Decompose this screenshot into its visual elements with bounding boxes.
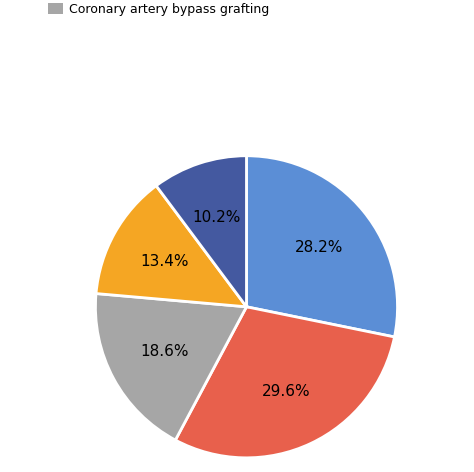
Text: 18.6%: 18.6% bbox=[140, 344, 188, 359]
Text: 29.6%: 29.6% bbox=[262, 384, 310, 399]
Wedge shape bbox=[156, 156, 246, 307]
Wedge shape bbox=[95, 294, 246, 440]
Wedge shape bbox=[246, 156, 398, 337]
Text: 13.4%: 13.4% bbox=[140, 253, 189, 269]
Text: 28.2%: 28.2% bbox=[295, 240, 343, 255]
Legend: Congenital heart disease surgery, Heart valve surgery, Coronary artery bypass gr: Congenital heart disease surgery, Heart … bbox=[45, 0, 451, 18]
Wedge shape bbox=[175, 307, 394, 458]
Text: 10.2%: 10.2% bbox=[193, 211, 241, 226]
Wedge shape bbox=[96, 185, 246, 307]
